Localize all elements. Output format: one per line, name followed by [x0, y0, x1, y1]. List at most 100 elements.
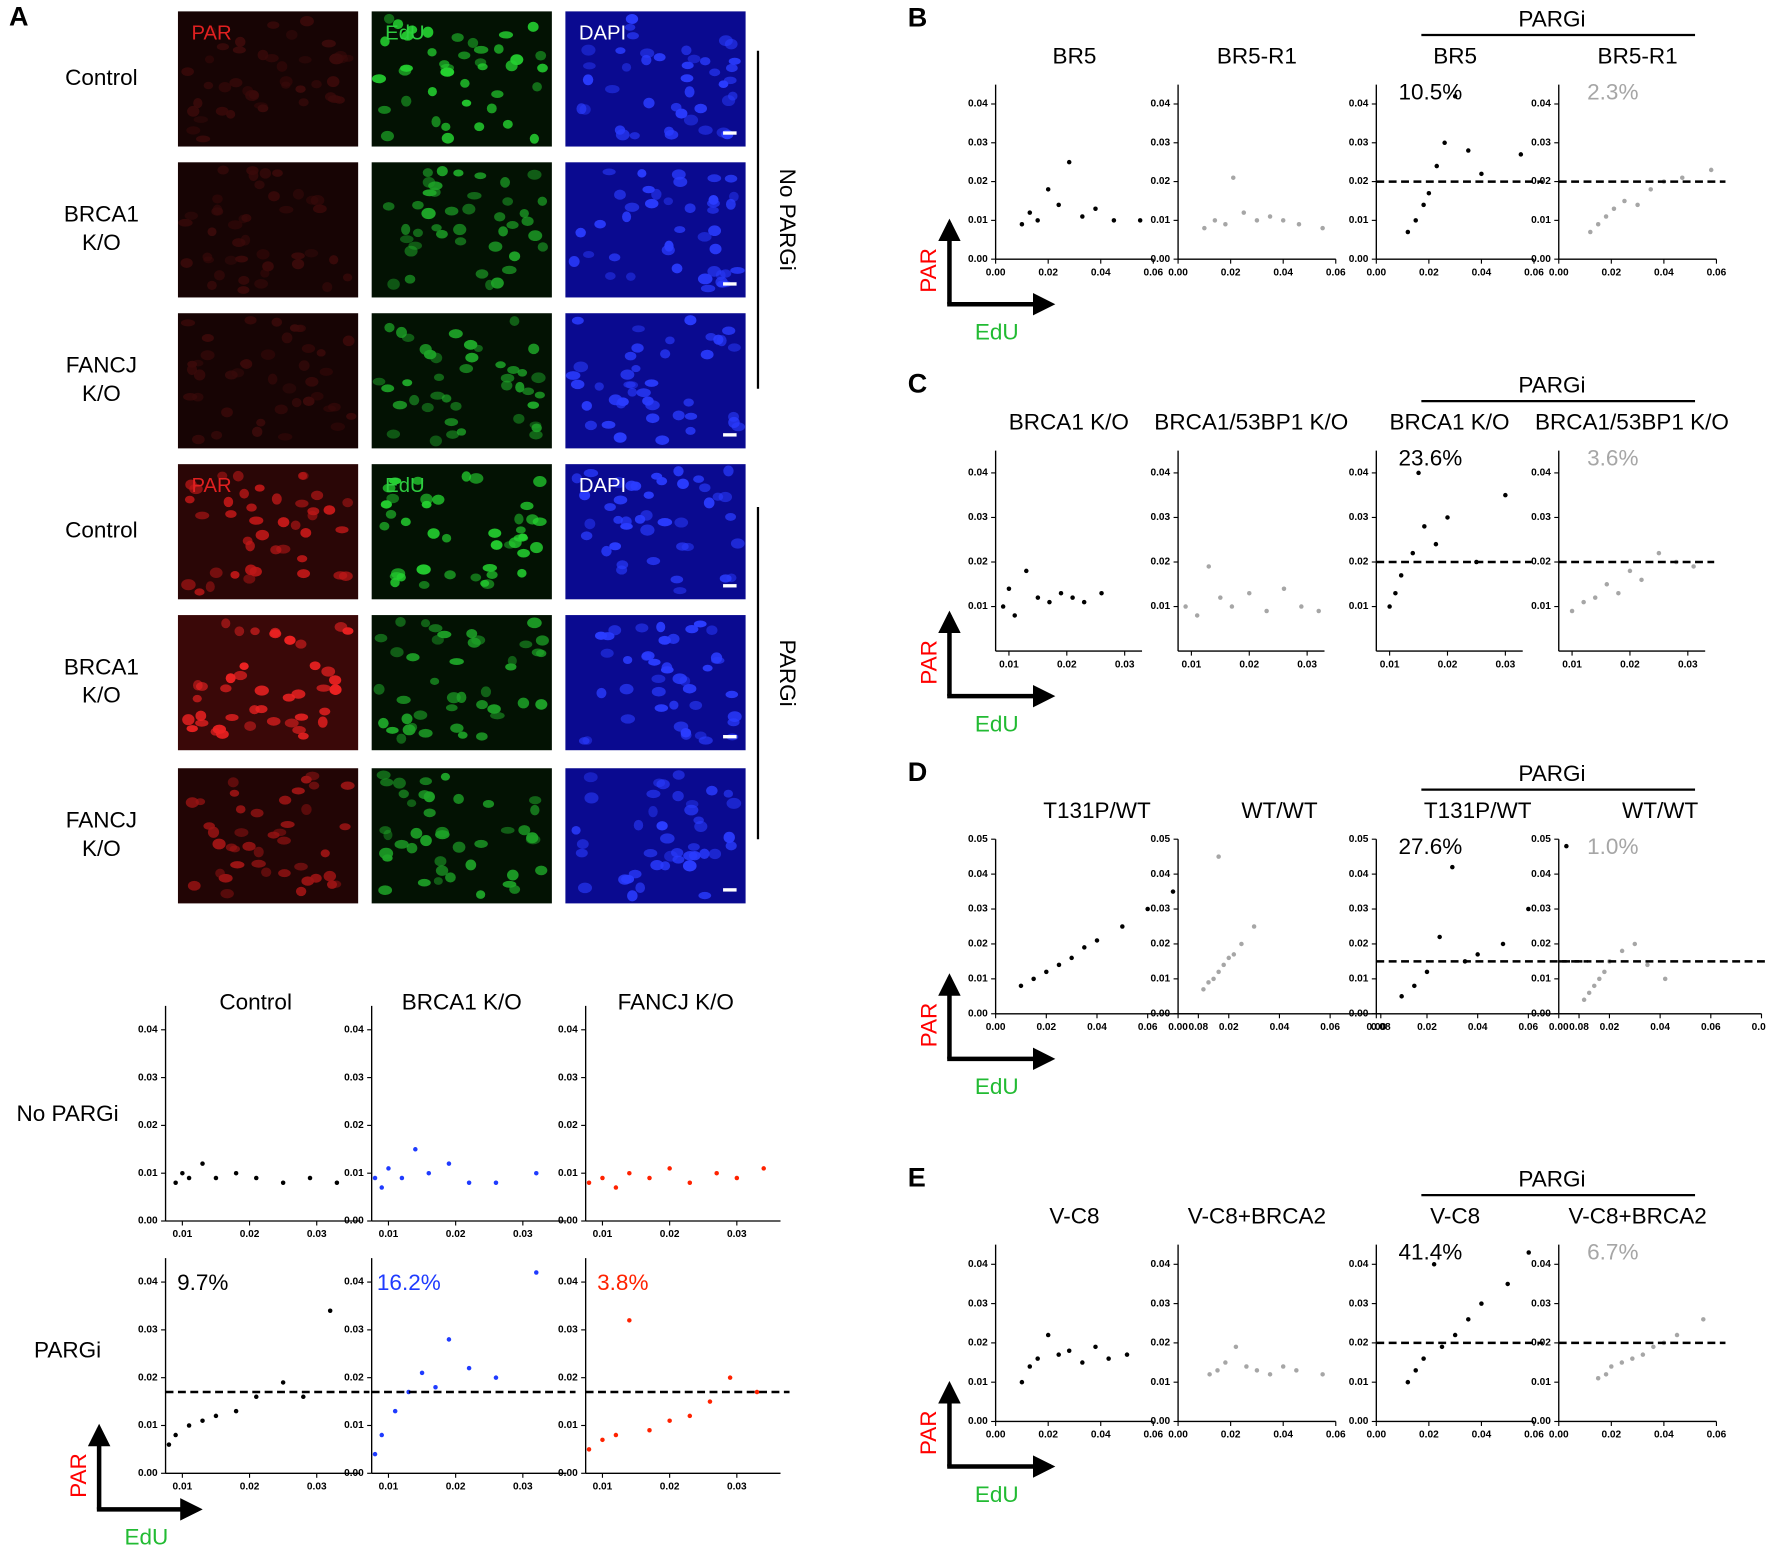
y-tick-label: 0.00 — [138, 1216, 158, 1227]
nucleus — [674, 517, 689, 528]
x-tick-label: 0.00 — [1549, 1022, 1569, 1033]
nucleus — [517, 568, 527, 578]
data-point — [1627, 568, 1633, 574]
nucleus — [230, 570, 240, 579]
nucleus — [320, 849, 330, 858]
nucleus — [428, 624, 443, 633]
x-tick-label: 0.02 — [1419, 1430, 1439, 1441]
nucleus — [482, 799, 495, 808]
nucleus — [451, 33, 464, 42]
nucleus — [630, 481, 642, 491]
y-tick-label: 0.02 — [1531, 176, 1551, 187]
nucleus — [382, 202, 395, 211]
data-point — [399, 1175, 405, 1181]
x-tick-label: 0.04 — [1087, 1022, 1107, 1033]
nucleus — [246, 166, 259, 176]
y-tick-label: 0.02 — [1349, 939, 1369, 950]
data-point — [1603, 1372, 1609, 1377]
nucleus — [631, 365, 641, 373]
nucleus — [279, 205, 294, 214]
nucleus — [723, 831, 735, 843]
data-point — [1632, 941, 1638, 947]
data-point — [392, 1408, 398, 1414]
nucleus — [330, 422, 345, 431]
nucleus — [475, 269, 489, 279]
nucleus — [292, 188, 304, 200]
nucleus — [613, 515, 623, 524]
nucleus — [323, 870, 337, 882]
nucleus — [521, 216, 534, 227]
nucleus — [224, 370, 238, 380]
nucleus — [517, 697, 530, 709]
data-point — [466, 1180, 472, 1186]
nucleus — [526, 832, 539, 844]
data-point — [1111, 218, 1117, 223]
nucleus — [255, 529, 270, 541]
x-tick-label: 0.02 — [1601, 1430, 1621, 1441]
nucleus — [706, 785, 718, 796]
x-tick-label: 0.00 — [1168, 267, 1188, 278]
nucleus — [650, 860, 664, 871]
data-point — [233, 1170, 239, 1176]
y-tick-label: 0.03 — [968, 1298, 988, 1309]
nucleus — [459, 363, 474, 374]
y-tick-label: 0.02 — [1150, 939, 1170, 950]
data-point — [307, 1175, 313, 1181]
data-point — [1070, 595, 1075, 600]
percent-label: 16.2% — [377, 1270, 441, 1295]
nucleus — [380, 36, 390, 47]
nucleus — [681, 542, 694, 552]
y-axis-label: PAR — [916, 1003, 941, 1048]
nucleus — [680, 74, 694, 83]
data-point — [1450, 864, 1455, 870]
plot-title: V-C8+BRCA2 — [1568, 1204, 1706, 1229]
data-point — [1500, 941, 1506, 947]
row-label: FANCJ — [66, 808, 137, 833]
y-tick-label: 0.03 — [1531, 1298, 1551, 1309]
nucleus — [643, 849, 658, 858]
data-point — [1405, 229, 1411, 235]
nucleus — [596, 687, 607, 699]
nucleus — [321, 666, 336, 677]
data-point — [1254, 218, 1260, 223]
nucleus — [207, 280, 217, 291]
data-point — [1201, 987, 1206, 992]
nucleus — [244, 721, 257, 731]
nucleus — [260, 349, 276, 360]
nucleus — [471, 635, 486, 645]
y-tick-label: 0.02 — [1150, 1338, 1170, 1349]
data-point — [627, 1318, 632, 1323]
data-point — [1645, 962, 1650, 968]
y-tick-label: 0.03 — [968, 512, 988, 523]
data-point — [1421, 1356, 1426, 1361]
nucleus — [269, 629, 282, 639]
nucleus — [515, 381, 525, 393]
x-tick-label: 0.00 — [1366, 1022, 1386, 1033]
data-point — [1591, 983, 1597, 989]
nucleus — [392, 400, 408, 410]
nucleus — [621, 63, 632, 72]
y-tick-label: 0.04 — [968, 1259, 988, 1270]
data-point — [186, 1423, 192, 1428]
nucleus — [418, 581, 430, 589]
data-point — [1592, 595, 1598, 600]
nucleus — [430, 352, 443, 364]
data-point — [213, 1413, 219, 1419]
nucleus — [687, 54, 701, 64]
data-point — [1267, 1372, 1273, 1377]
y-tick-label: 0.02 — [558, 1372, 578, 1383]
microscopy-image — [371, 11, 552, 147]
nucleus — [530, 804, 540, 816]
channel-label: DAPI — [579, 22, 626, 44]
data-point — [1651, 1344, 1656, 1350]
nucleus — [446, 692, 461, 704]
nucleus — [721, 95, 736, 107]
data-point — [186, 1175, 192, 1181]
nucleus — [684, 804, 699, 816]
nucleus — [669, 700, 679, 710]
nucleus — [488, 528, 502, 538]
nucleus — [386, 726, 399, 734]
nucleus — [307, 507, 320, 516]
nucleus — [716, 335, 727, 347]
